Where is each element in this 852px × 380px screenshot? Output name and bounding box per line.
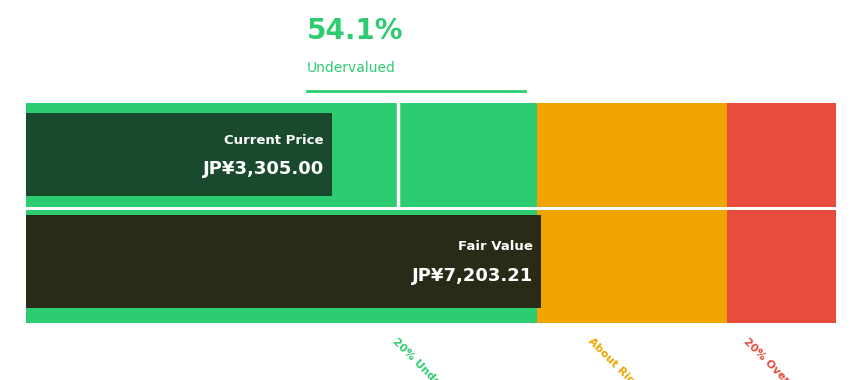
Bar — [26, 210, 536, 314]
Text: 20% Overvalued: 20% Overvalued — [740, 336, 820, 380]
Bar — [536, 103, 726, 207]
Text: JP¥7,203.21: JP¥7,203.21 — [412, 267, 532, 285]
Bar — [26, 314, 536, 323]
Text: 20% Undervalued: 20% Undervalued — [390, 336, 475, 380]
Text: Undervalued: Undervalued — [307, 61, 395, 75]
Bar — [726, 210, 835, 314]
Bar — [726, 314, 835, 323]
Bar — [26, 113, 331, 196]
Bar — [726, 103, 835, 207]
Text: Fair Value: Fair Value — [458, 240, 532, 253]
Bar — [536, 314, 726, 323]
Text: JP¥3,305.00: JP¥3,305.00 — [202, 160, 324, 178]
Text: Current Price: Current Price — [224, 134, 324, 147]
Bar — [26, 103, 536, 207]
Text: 54.1%: 54.1% — [307, 17, 403, 45]
Bar — [26, 215, 540, 308]
Text: About Right: About Right — [585, 336, 645, 380]
Bar — [536, 210, 726, 314]
